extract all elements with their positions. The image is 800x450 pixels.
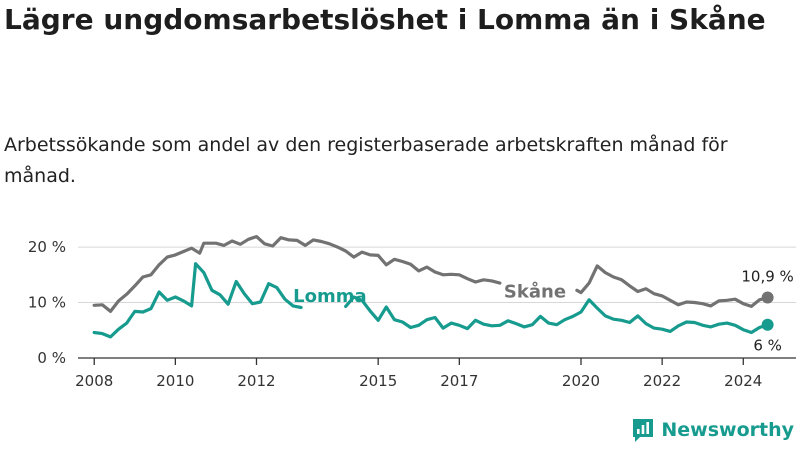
x-axis: 2008 2010 2012 2015 2017 2020 2022 2024 bbox=[75, 357, 796, 390]
series-line-skane bbox=[575, 264, 770, 308]
end-label-lomma: 6 % bbox=[753, 337, 782, 355]
x-tick-label: 2008 bbox=[75, 372, 113, 390]
series-line-lomma bbox=[344, 295, 770, 335]
x-tick-label: 2024 bbox=[724, 372, 762, 390]
series-line-skane bbox=[92, 235, 502, 313]
y-tick-label: 10 % bbox=[28, 294, 66, 312]
end-label-skane: 10,9 % bbox=[741, 268, 793, 286]
series-label-skane: Skåne bbox=[504, 280, 566, 302]
series-labels: Skåne Lomma 10,9 % 6 % bbox=[293, 268, 794, 355]
x-tick-label: 2010 bbox=[156, 372, 194, 390]
series-lines bbox=[92, 235, 770, 339]
bar-chart-logo-icon bbox=[633, 419, 654, 442]
y-tick-label: 20 % bbox=[28, 238, 66, 256]
end-marker-lomma bbox=[761, 318, 774, 331]
newsworthy-logo: Newsworthy bbox=[631, 416, 794, 444]
brand-name: Newsworthy bbox=[661, 419, 794, 441]
series-line-lomma bbox=[92, 262, 303, 339]
x-tick-label: 2022 bbox=[643, 372, 681, 390]
series-label-lomma: Lomma bbox=[293, 286, 367, 307]
x-tick-label: 2012 bbox=[237, 372, 275, 390]
end-marker-skane bbox=[761, 291, 774, 304]
chart-subtitle: Arbetssökande som andel av den registerb… bbox=[4, 134, 728, 187]
chart-title: Lägre ungdomsarbetslöshet i Lomma än i S… bbox=[4, 3, 766, 36]
y-tick-label: 0 % bbox=[37, 349, 66, 367]
x-tick-label: 2015 bbox=[359, 372, 397, 390]
x-tick-label: 2017 bbox=[440, 372, 478, 390]
x-tick-label: 2020 bbox=[562, 372, 600, 390]
